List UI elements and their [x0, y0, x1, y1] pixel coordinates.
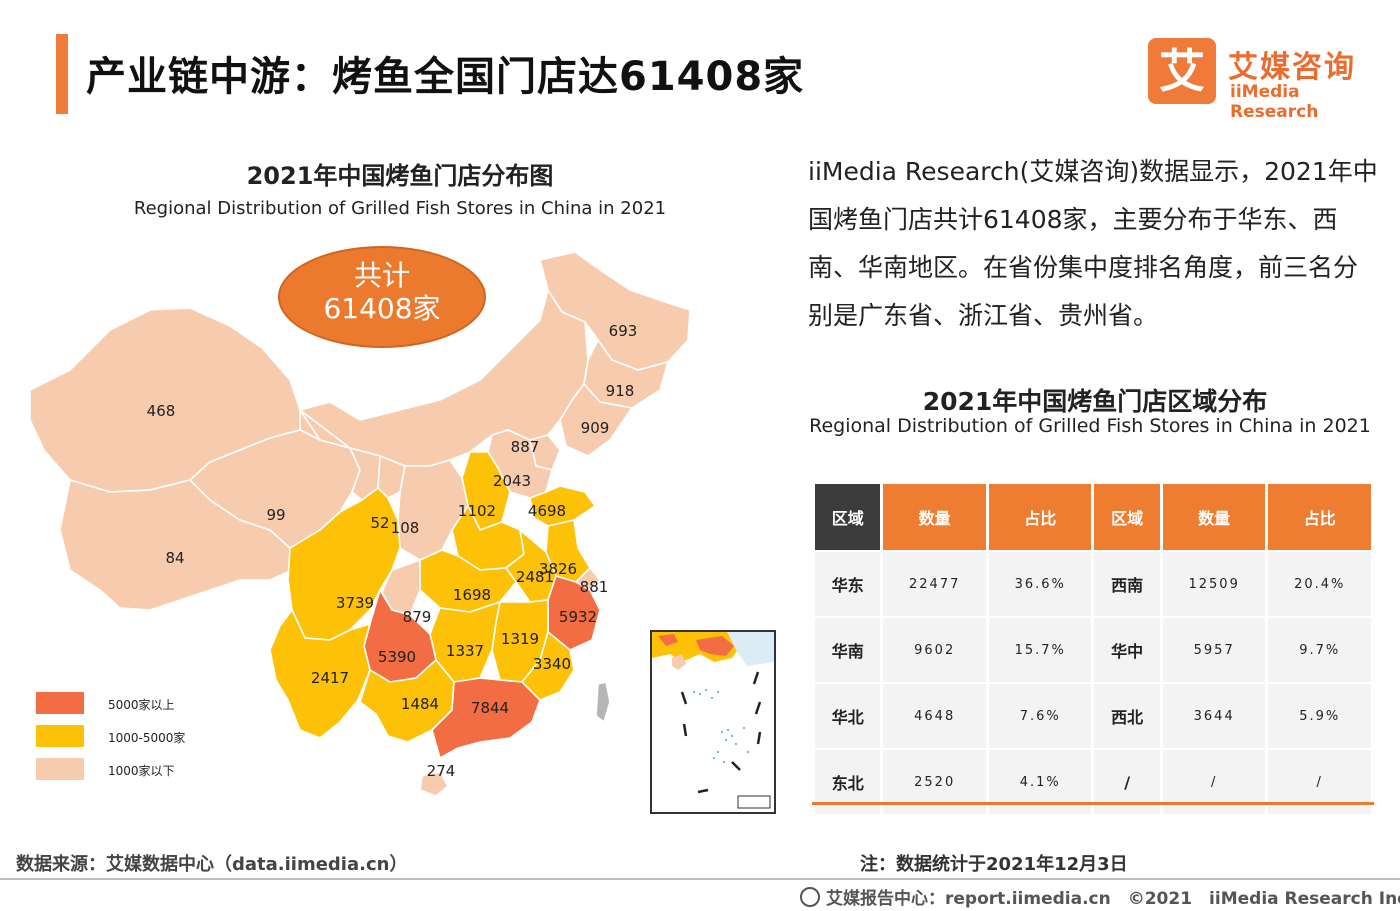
header-share: 占比	[988, 484, 1092, 550]
legend-swatch-low	[36, 758, 84, 780]
map-title-cn: 2021年中国烤鱼门店分布图	[246, 162, 554, 190]
china-store-map: 693 918 909 887 2043 4698 468 84 99 52 108 1102 3826…	[29, 251, 691, 797]
cell-share: 36.6%	[988, 550, 1092, 616]
south-china-sea-inset	[650, 630, 776, 814]
province-value-anhui: 2481	[516, 568, 554, 586]
footer-divider	[0, 878, 1400, 880]
cell-count: 22477	[883, 550, 986, 616]
province-guangdong	[431, 677, 541, 759]
cell-region: 华东	[815, 550, 881, 616]
cell-region: 华中	[1094, 616, 1160, 682]
header-region: 区域	[815, 484, 881, 550]
title-accent-bar	[56, 34, 68, 114]
south-china-sea-inset-map	[652, 632, 774, 809]
logo-mark: 艾	[1148, 38, 1216, 104]
province-value-shanghai: 881	[580, 578, 609, 596]
province-value-chongqing: 879	[403, 608, 432, 626]
table-bottom-rule	[812, 802, 1374, 805]
table-header-row: 区域 数量 占比 区域 数量 占比	[815, 484, 1371, 550]
header-share: 占比	[1268, 484, 1371, 550]
province-value-qinghai: 99	[266, 506, 285, 524]
province-value-guangxi: 1484	[401, 695, 439, 713]
total-label: 共计	[353, 259, 410, 292]
province-value-hunan: 1337	[446, 642, 484, 660]
cell-region: 华北	[815, 682, 881, 748]
legend-swatch-mid	[36, 725, 84, 747]
province-hubei	[419, 549, 517, 613]
province-value-ningxia: 52	[370, 514, 389, 532]
footer: 艾媒报告中心：report.iimedia.cn ©2021 iiMedia R…	[800, 884, 1400, 909]
province-taiwan	[595, 681, 611, 723]
province-yunnan	[269, 609, 371, 739]
province-value-hubei: 1698	[453, 586, 491, 604]
cell-share: 15.7%	[988, 616, 1092, 682]
cell-share: 5.9%	[1268, 682, 1371, 748]
data-source: 数据来源：艾媒数据中心（data.iimedia.cn）	[16, 854, 408, 875]
map-title-en: Regional Distribution of Grilled Fish St…	[133, 198, 667, 219]
cell-share: 7.6%	[988, 682, 1092, 748]
province-hainan	[419, 771, 449, 797]
table-row: 华北 4648 7.6% 西北 3644 5.9%	[815, 682, 1371, 748]
legend-label-mid: 1000-5000家	[108, 731, 186, 745]
province-value-sichuan: 3739	[336, 594, 374, 612]
province-value-hainan: 274	[427, 762, 456, 780]
province-value-henan: 1102	[458, 502, 496, 520]
header-count: 数量	[883, 484, 986, 550]
summary-paragraph: iiMedia Research(艾媒咨询)数据显示，2021年中国烤鱼门店共计…	[808, 157, 1378, 330]
regional-distribution-table: 区域 数量 占比 区域 数量 占比 华东 22477 36.6% 西南 1250…	[812, 484, 1374, 814]
cell-count: 4648	[883, 682, 986, 748]
total-stores-badge: 共计 61408家	[278, 246, 486, 348]
province-value-shaanxi: 108	[391, 519, 420, 537]
table-row: 华东 22477 36.6% 西南 12509 20.4%	[815, 550, 1371, 616]
province-ningxia	[377, 455, 406, 499]
province-value-jiangsu: 3826	[539, 560, 577, 578]
province-value-xinjiang: 468	[147, 402, 176, 420]
province-value-yunnan: 2417	[311, 669, 349, 687]
cell-count: 12509	[1162, 550, 1266, 616]
cell-region: 西北	[1094, 682, 1160, 748]
footer-text: 艾媒报告中心：report.iimedia.cn ©2021 iiMedia R…	[826, 889, 1400, 909]
cell-region: 华南	[815, 616, 881, 682]
province-fujian	[521, 631, 575, 701]
table-title-cn: 2021年中国烤鱼门店区域分布	[922, 387, 1268, 416]
page-title: 产业链中游：烤鱼全国门店达61408家	[86, 54, 805, 100]
cell-count: 3644	[1162, 682, 1266, 748]
cell-count: 9602	[883, 616, 986, 682]
cell-region: 西南	[1094, 550, 1160, 616]
province-value-guizhou: 5390	[378, 648, 416, 666]
legend-swatch-high	[36, 692, 84, 714]
cell-count: 5957	[1162, 616, 1266, 682]
cell-share: 20.4%	[1268, 550, 1371, 616]
province-value-shandong: 4698	[528, 502, 566, 520]
data-note: 注：数据统计于2021年12月3日	[860, 854, 1128, 875]
cell-share: 9.7%	[1268, 616, 1371, 682]
globe-icon	[800, 887, 820, 907]
logo-cn-text: 艾媒咨询	[1228, 50, 1356, 85]
header-count: 数量	[1162, 484, 1266, 550]
province-value-hebei: 887	[511, 438, 540, 456]
legend-label-high: 5000家以上	[108, 698, 175, 712]
province-value-guangdong: 7844	[471, 699, 509, 717]
province-value-xizang: 84	[165, 549, 184, 567]
header-region: 区域	[1094, 484, 1160, 550]
province-value-jiangxi: 1319	[501, 630, 539, 648]
province-value-zhejiang: 5932	[559, 608, 597, 626]
province-value-shanxi: 2043	[493, 472, 531, 490]
province-value-jilin: 918	[606, 382, 635, 400]
province-shaanxi	[397, 459, 469, 561]
logo-en-text: iiMedia Research	[1230, 82, 1319, 122]
province-value-liaoning: 909	[581, 419, 610, 437]
total-value: 61408家	[323, 292, 441, 325]
iimedia-logo: 艾 艾媒咨询 iiMedia Research	[1148, 38, 1388, 122]
legend-label-low: 1000家以下	[108, 764, 175, 778]
table-row: 华南 9602 15.7% 华中 5957 9.7%	[815, 616, 1371, 682]
province-shandong	[529, 485, 596, 527]
province-value-fujian: 3340	[533, 655, 571, 673]
province-value-heilongjiang: 693	[609, 322, 638, 340]
table-title-en: Regional Distribution of Grilled Fish St…	[809, 415, 1371, 437]
